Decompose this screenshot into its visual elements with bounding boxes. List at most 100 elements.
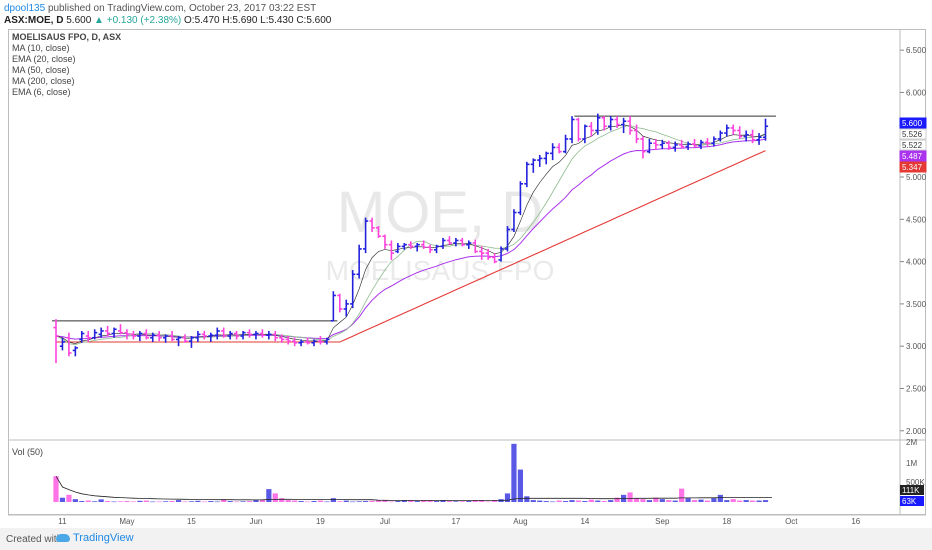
volume-bar[interactable] bbox=[743, 500, 749, 502]
ohlc-bar[interactable] bbox=[292, 337, 298, 347]
volume-bar[interactable] bbox=[446, 501, 453, 502]
volume-bar[interactable] bbox=[466, 501, 472, 502]
volume-bar[interactable] bbox=[324, 501, 330, 503]
volume-bar[interactable] bbox=[246, 501, 253, 502]
ohlc-bar[interactable] bbox=[369, 217, 375, 233]
ohlc-bar[interactable] bbox=[356, 244, 362, 279]
volume-bar[interactable] bbox=[227, 501, 233, 502]
ohlc-bar[interactable] bbox=[350, 270, 356, 309]
ohlc-bar[interactable] bbox=[388, 240, 394, 260]
volume-bar[interactable] bbox=[292, 500, 298, 502]
ohlc-bar[interactable] bbox=[427, 244, 433, 254]
volume-bar[interactable] bbox=[666, 500, 672, 502]
volume-bar[interactable] bbox=[259, 499, 265, 502]
ohlc-bar[interactable] bbox=[337, 293, 343, 313]
volume-bar[interactable] bbox=[601, 501, 607, 502]
ohlc-bar[interactable] bbox=[717, 130, 723, 142]
ohlc-bar[interactable] bbox=[530, 158, 536, 173]
volume-bar[interactable] bbox=[472, 500, 478, 502]
ohlc-bar[interactable] bbox=[279, 334, 285, 343]
volume-bar[interactable] bbox=[511, 443, 517, 502]
ohlc-bar[interactable] bbox=[408, 241, 414, 249]
ohlc-bar[interactable] bbox=[253, 330, 259, 340]
volume-bar[interactable] bbox=[595, 500, 601, 502]
volume-bar[interactable] bbox=[343, 500, 349, 502]
volume-bar[interactable] bbox=[201, 501, 207, 503]
ohlc-bar[interactable] bbox=[724, 124, 730, 137]
volume-bar[interactable] bbox=[633, 498, 640, 502]
ohlc-bar[interactable] bbox=[208, 332, 214, 342]
tradingview-logo[interactable]: TradingView bbox=[56, 531, 134, 545]
volume-bar[interactable] bbox=[369, 500, 375, 502]
ohlc-bar[interactable] bbox=[105, 325, 111, 337]
volume-bar[interactable] bbox=[382, 500, 388, 502]
ohlc-bar[interactable] bbox=[72, 346, 78, 357]
ohlc-bar[interactable] bbox=[711, 136, 717, 147]
volume-bar[interactable] bbox=[659, 499, 665, 502]
volume-bar[interactable] bbox=[98, 499, 104, 502]
volume-bar[interactable] bbox=[427, 500, 433, 502]
volume-bar[interactable] bbox=[433, 501, 440, 502]
volume-bar[interactable] bbox=[421, 500, 427, 502]
ohlc-bar[interactable] bbox=[375, 226, 382, 238]
volume-bar[interactable] bbox=[569, 500, 575, 502]
volume-bar[interactable] bbox=[543, 501, 549, 502]
ohlc-bar[interactable] bbox=[298, 339, 304, 347]
ohlc-bar[interactable] bbox=[704, 138, 711, 147]
ohlc-bar[interactable] bbox=[169, 330, 175, 342]
ohlc-bar[interactable] bbox=[582, 124, 588, 144]
ohlc-bar[interactable] bbox=[479, 246, 485, 260]
ohlc-bar[interactable] bbox=[737, 126, 743, 139]
volume-bar[interactable] bbox=[588, 499, 594, 502]
volume-bar[interactable] bbox=[485, 501, 491, 503]
legend-ma50[interactable]: MA (50, close) bbox=[12, 65, 70, 75]
ohlc-bar[interactable] bbox=[195, 330, 201, 342]
ohlc-bar[interactable] bbox=[691, 138, 698, 148]
author-link[interactable]: dpool135 bbox=[4, 3, 46, 14]
volume-bar[interactable] bbox=[53, 476, 59, 502]
ohlc-bar[interactable] bbox=[627, 116, 633, 135]
ohlc-bar[interactable] bbox=[124, 329, 130, 340]
volume-bar[interactable] bbox=[66, 494, 72, 502]
ohlc-bar[interactable] bbox=[92, 329, 98, 340]
volume-bar[interactable] bbox=[711, 498, 717, 502]
ohlc-bar[interactable] bbox=[750, 129, 756, 144]
volume-bar[interactable] bbox=[279, 498, 285, 502]
ohlc-bar[interactable] bbox=[259, 329, 265, 338]
volume-bar[interactable] bbox=[72, 499, 78, 502]
ohlc-bar[interactable] bbox=[485, 248, 491, 260]
volume-bar[interactable] bbox=[356, 501, 362, 502]
ohlc-bar[interactable] bbox=[511, 209, 517, 233]
ohlc-bar[interactable] bbox=[562, 134, 569, 154]
ohlc-bar[interactable] bbox=[85, 330, 91, 342]
ohlc-bar[interactable] bbox=[330, 291, 336, 322]
legend-ma10[interactable]: MA (10, close) bbox=[12, 43, 70, 53]
volume-bar[interactable] bbox=[492, 500, 498, 502]
volume-bar[interactable] bbox=[556, 500, 562, 502]
ohlc-bar[interactable] bbox=[240, 330, 246, 340]
ohlc-bar[interactable] bbox=[137, 330, 143, 342]
volume-bar[interactable] bbox=[337, 501, 343, 502]
ohlc-bar[interactable] bbox=[498, 246, 504, 262]
volume-bar[interactable] bbox=[388, 501, 394, 503]
volume-bar[interactable] bbox=[504, 493, 511, 502]
legend-ema20[interactable]: EMA (20, close) bbox=[12, 54, 76, 64]
volume-bar[interactable] bbox=[679, 488, 685, 502]
volume-bar[interactable] bbox=[395, 501, 401, 502]
volume-bar[interactable] bbox=[562, 501, 569, 502]
volume-bar[interactable] bbox=[137, 500, 143, 502]
volume-bar[interactable] bbox=[698, 499, 704, 502]
volume-bar[interactable] bbox=[350, 501, 356, 503]
ohlc-bar[interactable] bbox=[266, 330, 272, 340]
volume-bar[interactable] bbox=[330, 498, 336, 502]
ohlc-bar[interactable] bbox=[537, 155, 543, 167]
ohlc-bar[interactable] bbox=[234, 330, 240, 340]
ohlc-bar[interactable] bbox=[672, 141, 678, 152]
ohlc-bar[interactable] bbox=[524, 161, 530, 188]
volume-bar[interactable] bbox=[221, 499, 227, 502]
volume-bar[interactable] bbox=[704, 500, 711, 502]
volume-bar[interactable] bbox=[143, 500, 149, 502]
volume-bar[interactable] bbox=[311, 501, 317, 502]
volume-bar[interactable] bbox=[117, 501, 124, 502]
